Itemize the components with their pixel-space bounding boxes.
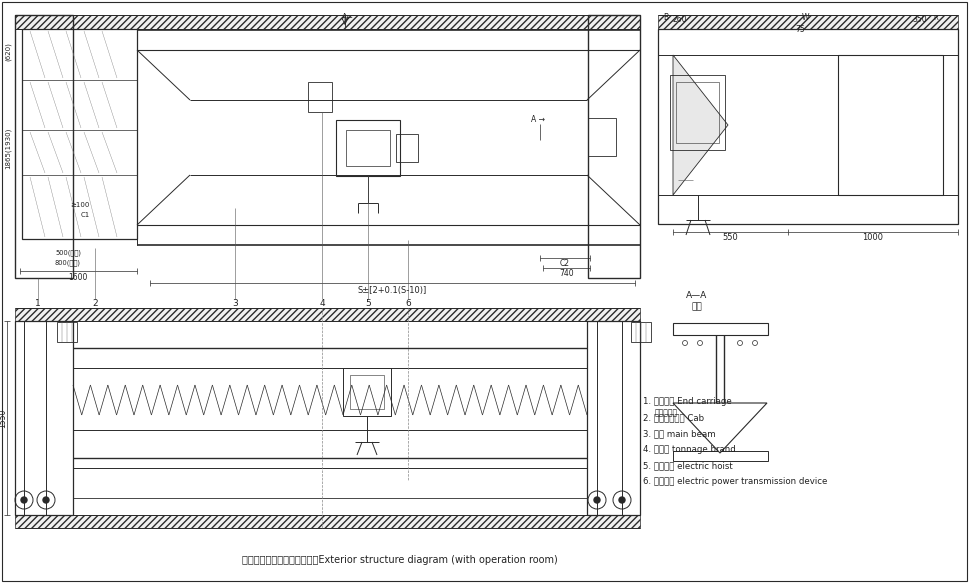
Text: 740: 740 [560, 269, 575, 278]
Text: ≥100: ≥100 [71, 202, 90, 208]
Text: 6: 6 [405, 298, 411, 307]
Text: 2. 封閉式司機室 Cab: 2. 封閉式司機室 Cab [643, 413, 704, 422]
Text: 350: 350 [913, 15, 927, 23]
Text: 1. 端梁裝置 End carriage: 1. 端梁裝置 End carriage [643, 397, 732, 406]
Bar [676, 82, 719, 143]
Bar [346, 130, 390, 166]
Text: 1000: 1000 [862, 234, 884, 243]
Bar [336, 120, 400, 176]
Bar [73, 468, 587, 498]
Bar [15, 15, 640, 29]
Bar [588, 118, 616, 156]
Bar [308, 82, 332, 112]
Bar [587, 321, 640, 515]
Bar [670, 75, 725, 150]
Text: 4: 4 [319, 298, 325, 307]
Text: 260: 260 [672, 15, 687, 23]
Text: 75: 75 [796, 26, 805, 34]
Bar [15, 321, 73, 515]
Text: A—A: A—A [686, 290, 707, 300]
Bar [631, 322, 651, 342]
Text: 3: 3 [233, 298, 237, 307]
Text: 5: 5 [365, 298, 371, 307]
Bar [838, 55, 943, 195]
Bar [673, 451, 768, 461]
Bar [15, 308, 640, 321]
Text: 1600: 1600 [68, 272, 87, 282]
Text: A←: A← [342, 13, 354, 23]
Text: 4. 噸位牌 tonnage brand: 4. 噸位牌 tonnage brand [643, 445, 735, 454]
Text: 550: 550 [722, 234, 737, 243]
Bar [350, 375, 384, 409]
Circle shape [21, 497, 27, 503]
Text: 螺旋在外面: 螺旋在外面 [655, 409, 678, 417]
Bar [658, 29, 958, 224]
Bar [22, 29, 137, 239]
Text: 1865(1930): 1865(1930) [5, 127, 12, 168]
Bar [673, 323, 768, 335]
Text: 2: 2 [92, 298, 98, 307]
Text: 1550: 1550 [0, 408, 8, 428]
Text: 5. 電動葫蘆 electric hoist: 5. 電動葫蘆 electric hoist [643, 461, 733, 470]
Text: (620): (620) [5, 43, 12, 61]
Bar [343, 368, 391, 416]
Circle shape [594, 497, 600, 503]
Bar [15, 515, 640, 528]
Polygon shape [673, 403, 767, 453]
Bar [658, 15, 958, 29]
Text: S±[2+0.1(S-10)]: S±[2+0.1(S-10)] [358, 286, 426, 294]
Text: C1: C1 [80, 212, 89, 218]
Text: 6. 輸電裝置 electric power transmission device: 6. 輸電裝置 electric power transmission devi… [643, 477, 828, 486]
Text: C2: C2 [560, 258, 570, 268]
Polygon shape [673, 55, 728, 195]
Bar [396, 134, 418, 162]
Text: B: B [664, 13, 669, 23]
Text: 800(端跨): 800(端跨) [55, 259, 81, 266]
Bar [15, 15, 73, 278]
Text: R: R [933, 15, 938, 21]
Circle shape [619, 497, 625, 503]
Circle shape [43, 497, 49, 503]
Text: 外形結構圖（安裝有司機室）Exterior structure diagram (with operation room): 外形結構圖（安裝有司機室）Exterior structure diagram … [242, 555, 558, 565]
Text: W: W [802, 13, 810, 23]
Text: 1: 1 [35, 298, 41, 307]
Text: 500(側跨): 500(側跨) [55, 250, 81, 257]
Text: 3. 主梁 main beam: 3. 主梁 main beam [643, 429, 716, 438]
Bar [57, 322, 77, 342]
Bar [588, 15, 640, 278]
Text: 放大: 放大 [692, 303, 703, 311]
Text: A →: A → [531, 115, 545, 125]
